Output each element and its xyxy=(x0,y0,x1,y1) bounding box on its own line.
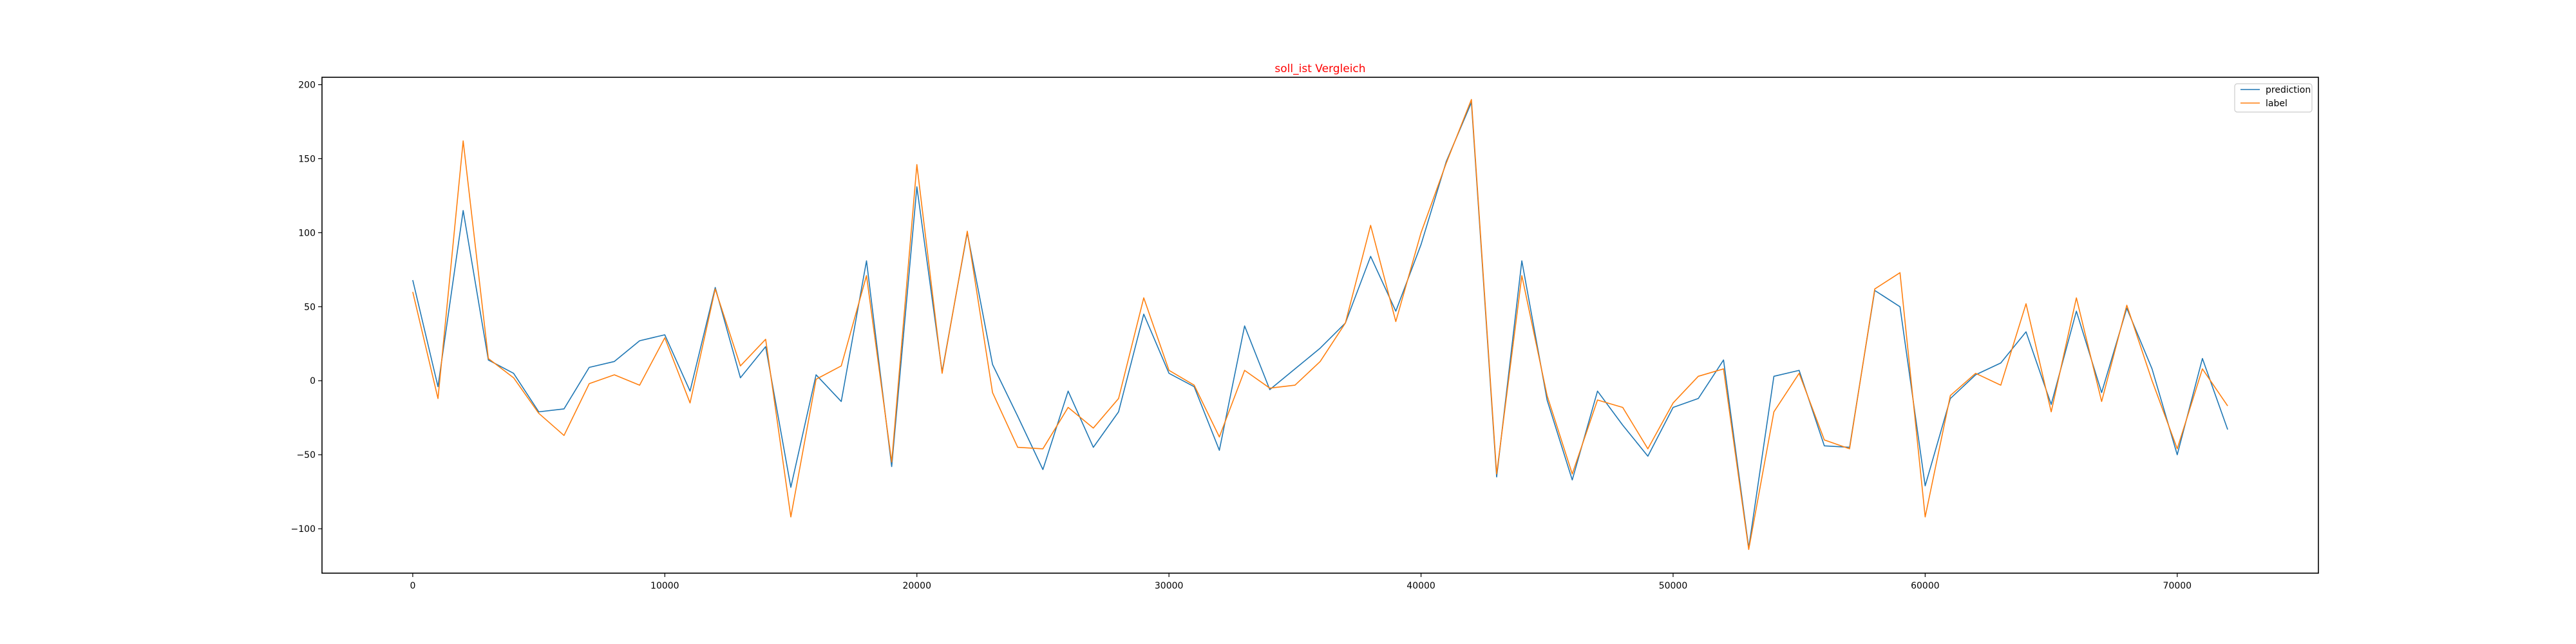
legend-label-label: label xyxy=(2266,99,2287,109)
series-line-label xyxy=(412,99,2228,551)
x-tick-label: 30000 xyxy=(1155,581,1184,591)
x-tick-label: 10000 xyxy=(650,581,679,591)
y-tick-label: 200 xyxy=(298,80,316,90)
x-tick-label: 0 xyxy=(410,581,415,591)
x-tick-label: 20000 xyxy=(902,581,931,591)
y-tick-label: 150 xyxy=(298,154,316,164)
y-tick-label: −50 xyxy=(296,450,316,460)
y-axis: −100 −50 0 50 100 150 200 xyxy=(291,80,322,535)
x-tick-label: 40000 xyxy=(1406,581,1435,591)
series-line-prediction xyxy=(412,102,2228,549)
x-axis: 0 10000 20000 30000 40000 50000 60000 70000 xyxy=(410,573,2192,591)
y-tick-label: 50 xyxy=(304,302,316,312)
chart-title: soll_ist Vergleich xyxy=(1274,62,1365,75)
x-tick-label: 70000 xyxy=(2163,581,2192,591)
y-tick-label: 0 xyxy=(310,376,316,386)
legend-box xyxy=(2234,83,2313,113)
legend: prediction label xyxy=(2234,83,2313,113)
x-tick-label: 50000 xyxy=(1659,581,1688,591)
legend-label-prediction: prediction xyxy=(2266,85,2311,95)
y-tick-label: 100 xyxy=(298,228,316,238)
plot-lines xyxy=(412,99,2228,551)
y-tick-label: −100 xyxy=(291,524,316,535)
x-tick-label: 60000 xyxy=(1911,581,1940,591)
plot-area-frame xyxy=(321,77,2319,574)
